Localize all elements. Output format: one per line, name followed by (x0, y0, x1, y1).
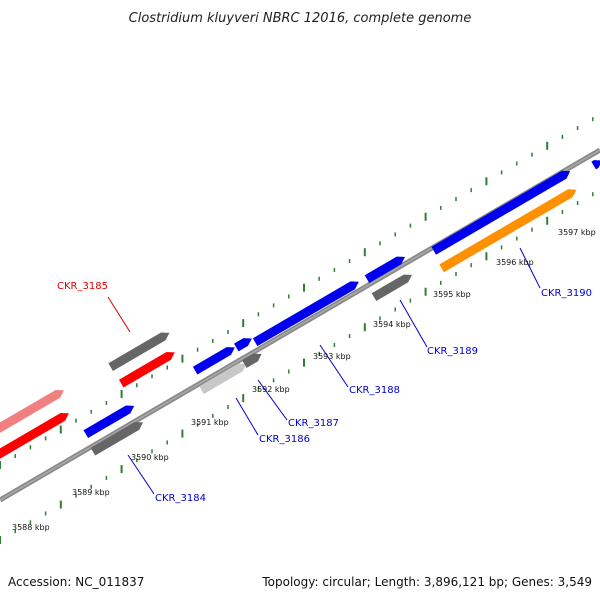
gene-label-ckr-3188[interactable]: CKR_3188 (349, 385, 400, 396)
accession-text: Accession: NC_011837 (8, 575, 144, 589)
gene-blue[interactable] (252, 281, 359, 347)
leader-line (257, 379, 288, 421)
gene-dark-gray[interactable] (108, 332, 170, 372)
gene-red[interactable] (0, 413, 69, 463)
kbp-label: 3589 kbp (72, 488, 110, 497)
kbp-label: 3590 kbp (131, 453, 169, 462)
gene-dark-gray[interactable] (242, 353, 262, 368)
kbp-label: 3597 kbp (558, 228, 596, 237)
gene-blue[interactable] (234, 338, 252, 352)
gene-blue[interactable] (431, 170, 571, 255)
gene-label-ckr-3185[interactable]: CKR_3185 (57, 281, 108, 292)
inner-tick-row (0, 192, 594, 544)
gene-blue[interactable] (192, 347, 235, 375)
kbp-label: 3591 kbp (191, 418, 229, 427)
gene-blue[interactable] (364, 256, 405, 283)
gene-blue[interactable] (591, 160, 600, 170)
leader-line (399, 299, 428, 348)
kbp-label: 3595 kbp (433, 290, 471, 299)
gene-label-ckr-3190[interactable]: CKR_3190 (541, 288, 592, 299)
label-leader-lines (107, 247, 541, 495)
leader-line (107, 296, 131, 333)
gene-dark-gray[interactable] (90, 422, 143, 456)
gene-label-ckr-3187[interactable]: CKR_3187 (288, 418, 339, 429)
map-title: Clostridium kluyveri NBRC 12016, complet… (129, 11, 472, 26)
gene-blue[interactable] (83, 405, 135, 439)
gene-labels: CKR_3185 CKR_3184 CKR_3186 CKR_3187 CKR_… (57, 281, 592, 504)
gene-red[interactable] (119, 352, 175, 388)
kbp-label: 3594 kbp (373, 320, 411, 329)
kbp-label: 3588 kbp (12, 523, 50, 532)
kbp-labels: 3588 kbp 3589 kbp 3590 kbp 3591 kbp 3592… (12, 228, 596, 532)
gene-light-gray[interactable] (199, 363, 247, 395)
gene-label-ckr-3184[interactable]: CKR_3184 (155, 493, 206, 504)
leader-line (235, 397, 259, 436)
kbp-label: 3593 kbp (313, 352, 351, 361)
gene-pink[interactable] (0, 390, 64, 440)
leader-line (127, 454, 155, 495)
outer-tick-row (0, 117, 594, 469)
topology-text: Topology: circular; Length: 3,896,121 bp… (261, 575, 592, 589)
leader-line (319, 344, 349, 388)
gene-orange[interactable] (439, 189, 577, 273)
gene-features (0, 160, 600, 463)
gene-dark-gray[interactable] (371, 274, 412, 301)
gene-label-ckr-3189[interactable]: CKR_3189 (427, 346, 478, 357)
kbp-label: 3596 kbp (496, 258, 534, 267)
kbp-label: 3592 kbp (252, 385, 290, 394)
gene-label-ckr-3186[interactable]: CKR_3186 (259, 434, 310, 445)
leader-line (519, 247, 541, 289)
